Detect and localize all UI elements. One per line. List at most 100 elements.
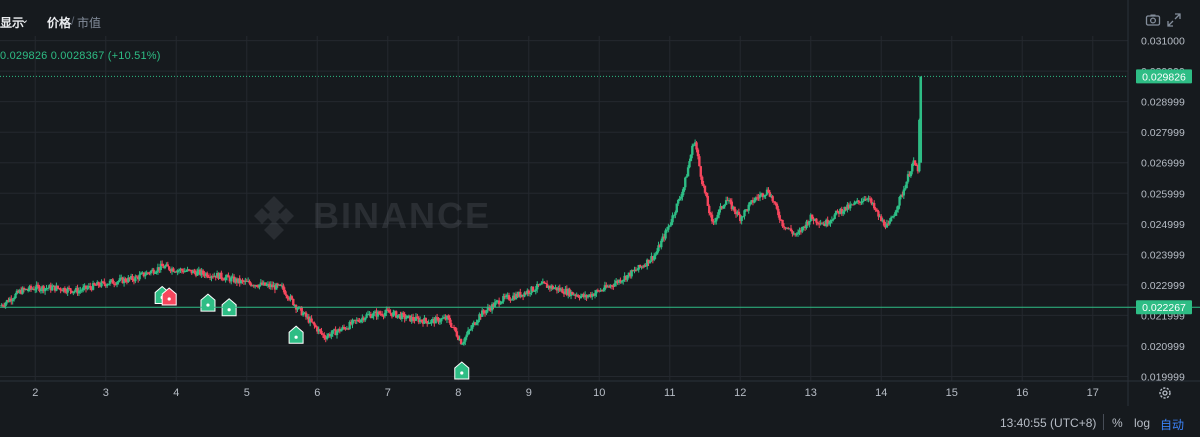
y-tick-label: 0.022999: [1141, 280, 1185, 292]
candle-body: [320, 330, 323, 334]
candle-body: [25, 288, 28, 291]
candle-body: [504, 295, 508, 298]
candle-body: [450, 322, 453, 327]
candle-body: [567, 289, 570, 295]
candle-body: [705, 192, 708, 196]
percent-scale-button[interactable]: %: [1112, 416, 1123, 430]
candle-body: [184, 271, 188, 273]
candle-body: [371, 316, 374, 318]
candle-body: [760, 193, 763, 195]
candle-body: [709, 213, 712, 215]
candle-body: [403, 314, 406, 319]
candle-body: [622, 279, 625, 282]
candle-body: [736, 211, 739, 215]
candle-body: [290, 296, 294, 299]
candle-body: [637, 265, 640, 270]
candle-body: [479, 314, 483, 317]
candle-body: [306, 316, 309, 318]
candle-body: [127, 277, 130, 283]
candle-body: [252, 285, 255, 287]
candle-body: [784, 227, 787, 229]
candle-body: [86, 287, 89, 289]
expand-icon[interactable]: [1166, 12, 1182, 28]
tab-price[interactable]: 价格: [47, 16, 72, 30]
candle-body: [22, 288, 26, 290]
settings-gear-icon[interactable]: [1158, 386, 1172, 400]
price-chart[interactable]: BINANCE 0.0310000.0299990.0289990.027999…: [0, 0, 1200, 406]
candle-body: [902, 189, 906, 196]
candle-body: [214, 275, 217, 278]
candle-body: [544, 282, 547, 284]
candle-body: [382, 315, 385, 317]
candle-body: [716, 214, 719, 218]
tab-market-cap[interactable]: 市值: [77, 16, 102, 30]
candle-body: [918, 119, 921, 172]
log-scale-button[interactable]: log: [1134, 416, 1151, 430]
candle-body: [614, 280, 618, 284]
candle-body: [531, 286, 535, 292]
candle-body: [280, 285, 284, 287]
candle-body: [321, 333, 325, 335]
candle-body: [499, 303, 502, 305]
candle-body: [466, 330, 470, 335]
candle-body: [798, 230, 801, 233]
candle-body: [452, 327, 456, 329]
candle-body: [653, 255, 656, 260]
candle-body: [182, 270, 185, 273]
camera-icon[interactable]: [1145, 12, 1161, 28]
candle-body: [565, 288, 569, 295]
display-menu-button[interactable]: 显示: [0, 16, 25, 30]
candle-body: [156, 267, 160, 272]
candle-body: [640, 266, 643, 268]
candle-body: [822, 223, 825, 225]
x-tick-label: 8: [455, 387, 461, 399]
candle-body: [448, 317, 451, 323]
candle-body: [65, 291, 68, 293]
candle-body: [915, 164, 918, 166]
candle-body: [627, 272, 631, 276]
candle-body: [266, 283, 270, 285]
y-tick-label: 0.028999: [1141, 97, 1185, 109]
candle-body: [104, 284, 107, 287]
candle-body: [881, 220, 884, 222]
candle-body: [303, 312, 306, 314]
candle-body: [761, 193, 765, 197]
candle-body: [540, 283, 543, 285]
candle-body: [169, 269, 172, 272]
trade-marker-dot: [167, 297, 171, 301]
candle-body: [46, 288, 50, 290]
candle-body: [180, 269, 184, 271]
candle-body: [53, 285, 57, 291]
candle-body: [568, 289, 571, 296]
candle-body: [437, 317, 440, 323]
x-tick-label: 5: [244, 387, 250, 399]
candle-body: [166, 264, 169, 267]
candle-body: [764, 194, 767, 197]
candle-body: [407, 315, 411, 317]
candle-body: [376, 311, 380, 317]
x-tick-label: 9: [526, 387, 532, 399]
chevron-down-icon[interactable]: ⌄: [20, 14, 30, 26]
candle-body: [763, 196, 766, 198]
candle-body: [79, 290, 82, 292]
candle-body: [455, 331, 459, 337]
candle-body: [149, 270, 153, 274]
candle-body: [733, 206, 736, 212]
candle-body: [689, 154, 693, 162]
candle-body: [734, 211, 738, 215]
candle-body: [396, 315, 399, 318]
candle-body: [310, 318, 313, 322]
candle-body: [647, 259, 650, 264]
candle-body: [14, 293, 17, 299]
candle-body: [42, 286, 45, 292]
candle-body: [857, 200, 860, 202]
candle-body: [378, 311, 381, 314]
candle-body: [227, 275, 230, 278]
candle-body: [335, 331, 339, 336]
candle-body: [262, 282, 265, 286]
auto-scale-button[interactable]: 自动: [1160, 418, 1185, 432]
candle-body: [813, 218, 817, 221]
candle-body: [840, 208, 843, 214]
candle-body: [300, 307, 303, 316]
candle-body: [851, 204, 855, 206]
